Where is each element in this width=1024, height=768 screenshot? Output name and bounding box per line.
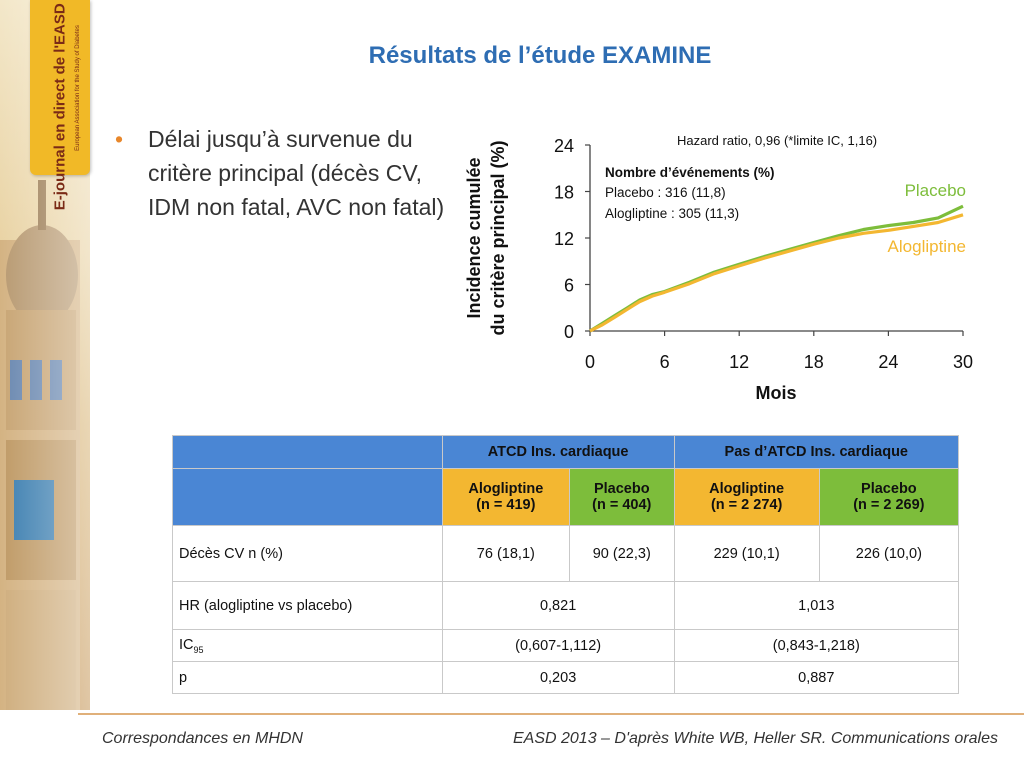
arm-name: Placebo [861, 481, 917, 497]
ic-label: IC [179, 636, 194, 653]
table-cell: 90 (22,3) [568, 525, 675, 582]
footer-right-text: EASD 2013 – D'après White WB, Heller SR.… [512, 730, 998, 747]
bullet-point: • Délai jusqu’à survenue du critère prin… [115, 122, 445, 224]
arm-n: (n = 419) [476, 497, 536, 513]
footer-divider [78, 713, 1024, 715]
arm-header: Alogliptine (n = 2 274) [673, 468, 820, 526]
y-tick-label: 12 [554, 229, 574, 249]
arm-header: Placebo (n = 2 269) [818, 468, 960, 526]
y-axis-label-line2: du critère principal (%) [488, 140, 508, 335]
results-table: ATCD Ins. cardiaque Pas d’ATCD Ins. card… [172, 435, 960, 694]
series-label-alogliptine: Alogliptine [888, 237, 966, 256]
table-cell: 76 (18,1) [441, 525, 570, 582]
events-placebo: Placebo : 316 (11,8) [605, 185, 726, 200]
table-cell: 229 (10,1) [673, 525, 820, 582]
table-cell: 0,203 [441, 661, 675, 694]
arm-name: Alogliptine [468, 481, 544, 497]
series-line-placebo [589, 204, 964, 333]
x-tick-label: 6 [660, 352, 670, 372]
arm-n: (n = 2 274) [710, 497, 783, 513]
group-header-pas-atcd: Pas d’ATCD Ins. cardiaque [673, 435, 960, 469]
series-label-placebo: Placebo [905, 181, 966, 200]
events-alogliptine: Alogliptine : 305 (11,3) [605, 206, 739, 221]
table-cell: 1,013 [673, 581, 960, 630]
table-cell: 226 (10,0) [818, 525, 960, 582]
x-tick-label: 18 [804, 352, 824, 372]
series-line-alogliptine [589, 213, 964, 333]
arm-n: (n = 2 269) [853, 497, 925, 513]
cumulative-incidence-chart: Incidence cumulée du critère principal (… [464, 133, 973, 403]
y-tick-label: 18 [554, 183, 574, 203]
events-title: Nombre d’événements (%) [605, 165, 775, 180]
table-cell: 0,821 [441, 581, 675, 630]
x-tick-label: 0 [585, 352, 595, 372]
ic-subscript: 95 [193, 644, 204, 655]
table-corner-cell-2 [172, 468, 443, 526]
group-header-atcd: ATCD Ins. cardiaque [441, 435, 675, 469]
arm-name: Alogliptine [709, 481, 785, 497]
table-cell: 0,887 [673, 661, 960, 694]
y-tick-label: 6 [564, 276, 574, 296]
arm-name: Placebo [593, 481, 650, 497]
arm-header: Placebo (n = 404) [568, 468, 675, 526]
slide-title: Résultats de l’étude EXAMINE [368, 42, 712, 69]
x-tick-label: 12 [729, 352, 749, 372]
row-label-deces: Décès CV n (%) [172, 525, 443, 582]
logo-brand: E-journal en direct de l'EASD 2013 [51, 0, 69, 211]
table-cell: (0,843-1,218) [673, 629, 960, 662]
table-corner-cell [172, 435, 443, 469]
y-tick-label: 24 [554, 136, 574, 156]
y-tick-label: 0 [564, 322, 574, 342]
row-label-hr: HR (alogliptine vs placebo) [172, 581, 443, 630]
row-label-ic: IC95 [172, 629, 443, 662]
x-axis-label: Mois [755, 383, 796, 403]
table-cell: (0,607-1,112) [441, 629, 675, 662]
y-axis-label-line1: Incidence cumulée [464, 157, 484, 318]
ejournal-logo: E-journal en direct de l'EASD 2013 Europ… [30, 0, 90, 210]
bullet-dot: • [115, 126, 124, 152]
arm-header: Alogliptine (n = 419) [441, 468, 570, 526]
x-tick-label: 30 [953, 352, 973, 372]
row-label-p: p [172, 661, 443, 694]
x-tick-label: 24 [878, 352, 898, 372]
arm-n: (n = 404) [592, 497, 652, 513]
footer-left-text: Correspondances en MHDN [102, 730, 303, 747]
bullet-text: Délai jusqu’à survenue du critère princi… [148, 126, 445, 220]
hazard-ratio-label: Hazard ratio, 0,96 (*limite IC, 1,16) [677, 133, 877, 148]
